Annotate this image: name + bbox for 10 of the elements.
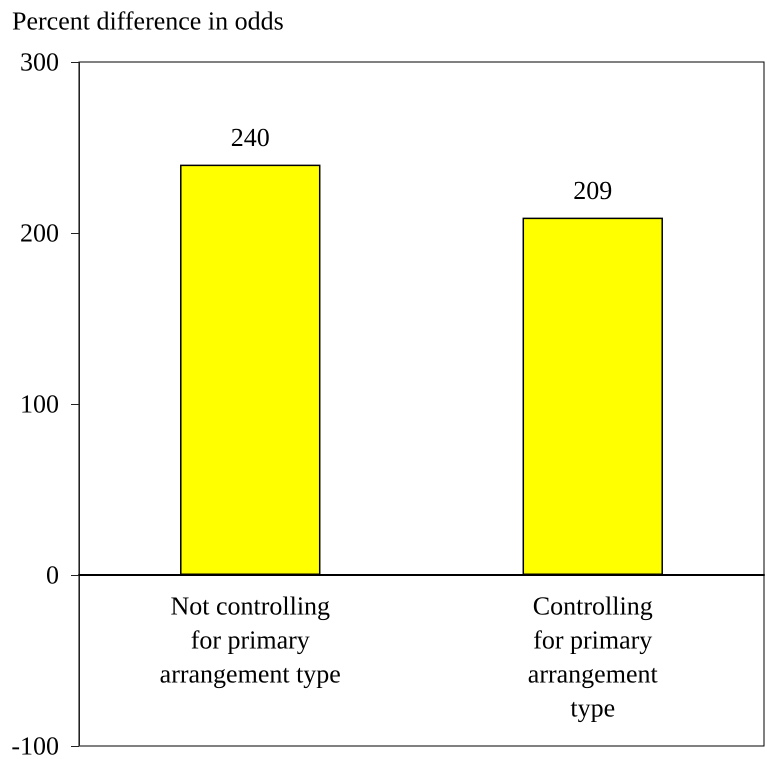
x-tick-label: Not controlling for primary arrangement type (160, 592, 341, 688)
data-label: 209 (573, 176, 612, 206)
y-axis-title: Percent difference in odds (12, 6, 284, 36)
data-label: 240 (230, 123, 270, 152)
y-tick-label: 200 (20, 218, 59, 248)
y-tick-label: 300 (20, 48, 59, 76)
x-tick-label: Controlling for primary arrangement type (528, 592, 658, 722)
y-tick-label: -100 (11, 732, 59, 759)
y-tick-label: 0 (46, 560, 59, 590)
y-tick-label: 100 (20, 390, 59, 418)
